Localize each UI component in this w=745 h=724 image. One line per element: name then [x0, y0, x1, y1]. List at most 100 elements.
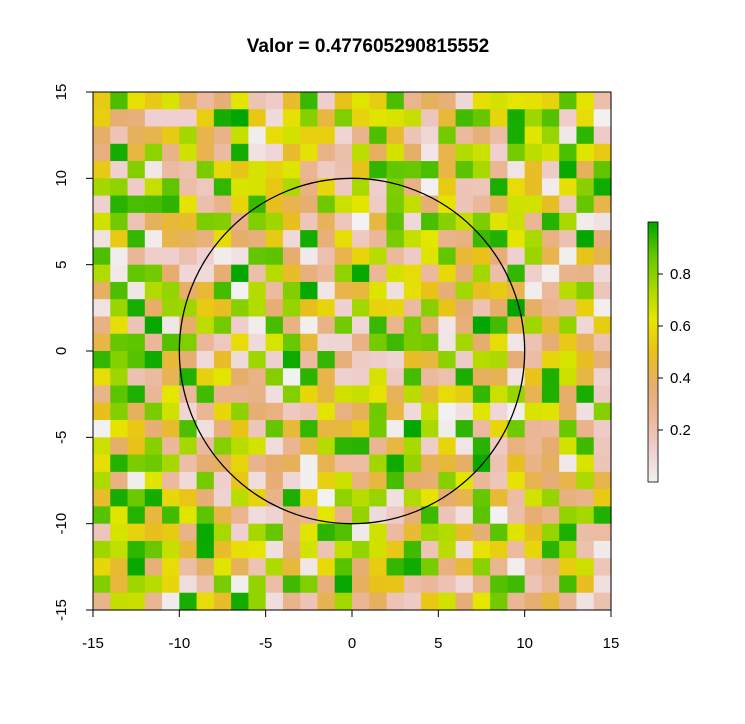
- heatmap-cell: [369, 385, 388, 404]
- heatmap-cell: [282, 523, 301, 542]
- heatmap-cell: [300, 247, 319, 266]
- heatmap-cell: [352, 506, 370, 525]
- heatmap-cell: [472, 489, 491, 507]
- heatmap-cell: [317, 385, 336, 404]
- heatmap-cell: [438, 212, 457, 231]
- heatmap-cell: [490, 281, 508, 300]
- heatmap-cell: [127, 126, 146, 145]
- heatmap-cell: [162, 575, 180, 594]
- colorbar-segment: [648, 310, 658, 314]
- heatmap-cell: [472, 212, 491, 231]
- heatmap-cell: [403, 385, 422, 404]
- heatmap-cell: [265, 558, 284, 577]
- colorbar-segment: [648, 352, 658, 356]
- heatmap-cell: [196, 195, 215, 214]
- heatmap-cell: [334, 454, 353, 473]
- colorbar-segment: [648, 289, 658, 293]
- heatmap-cell: [403, 92, 422, 110]
- heatmap-cell: [162, 178, 180, 197]
- heatmap-cell: [490, 212, 508, 231]
- heatmap-cell: [593, 402, 612, 421]
- heatmap-cell: [593, 281, 612, 300]
- heatmap-cell: [196, 454, 215, 473]
- heatmap-cell: [438, 437, 457, 456]
- heatmap-cell: [472, 592, 491, 611]
- heatmap-cell: [110, 402, 129, 421]
- heatmap-cell: [507, 471, 526, 490]
- heatmap-cell: [472, 471, 491, 490]
- heatmap-cell: [127, 592, 146, 611]
- colorbar-segment: [648, 258, 658, 262]
- heatmap-cell: [386, 437, 405, 456]
- heatmap-cell: [248, 592, 267, 611]
- heatmap-cell: [490, 178, 508, 197]
- heatmap-cell: [455, 368, 474, 387]
- heatmap-cell: [593, 592, 612, 611]
- heatmap-cell: [127, 385, 146, 404]
- heatmap-cell: [300, 506, 319, 525]
- heatmap-cell: [524, 420, 543, 438]
- heatmap-cell: [110, 178, 129, 197]
- heatmap-cell: [144, 368, 163, 387]
- heatmap-cell: [213, 506, 232, 525]
- heatmap-cell: [438, 143, 457, 162]
- heatmap-cell: [352, 109, 370, 128]
- colorbar-segment: [648, 479, 658, 483]
- heatmap-cell: [524, 402, 543, 421]
- colorbar-segment: [648, 331, 658, 335]
- colorbar-segment: [648, 333, 658, 337]
- heatmap-cell: [317, 333, 336, 352]
- heatmap-cell: [386, 471, 405, 490]
- heatmap-cell: [421, 575, 439, 594]
- colorbar-segment: [648, 422, 658, 426]
- colorbar-segment: [648, 297, 658, 301]
- heatmap-cell: [231, 281, 249, 300]
- heatmap-cell: [541, 385, 560, 404]
- colorbar-segment: [648, 445, 658, 449]
- heatmap-cell: [524, 230, 543, 248]
- heatmap-cell: [231, 195, 249, 214]
- heatmap-cell: [507, 126, 526, 145]
- heatmap-cell: [265, 368, 284, 387]
- heatmap-cell: [576, 92, 595, 110]
- x-tick-label: 5: [434, 635, 442, 652]
- colorbar-segment: [648, 224, 658, 228]
- heatmap-cell: [593, 299, 612, 318]
- heatmap-cell: [386, 385, 405, 404]
- colorbar-segment: [648, 435, 658, 439]
- heatmap-cell: [334, 299, 353, 318]
- heatmap-cell: [282, 592, 301, 611]
- heatmap-cell: [541, 351, 560, 369]
- heatmap-cell: [248, 506, 267, 525]
- heatmap-cell: [386, 592, 405, 611]
- heatmap-cell: [559, 437, 578, 456]
- colorbar-segment: [648, 385, 658, 389]
- heatmap-cell: [455, 592, 474, 611]
- heatmap-cell: [144, 178, 163, 197]
- heatmap-cell: [559, 126, 578, 145]
- colorbar-segment: [648, 469, 658, 473]
- heatmap-cell: [300, 316, 319, 335]
- heatmap-cell: [472, 523, 491, 542]
- colorbar-segment: [648, 476, 658, 480]
- heatmap-cell: [472, 299, 491, 318]
- heatmap-cell: [317, 368, 336, 387]
- heatmap-cell: [541, 454, 560, 473]
- heatmap-cell: [455, 523, 474, 542]
- heatmap-cell: [541, 523, 560, 542]
- colorbar-tick-label: 0.2: [670, 422, 691, 439]
- heatmap-cell: [144, 126, 163, 145]
- heatmap-cell: [455, 143, 474, 162]
- heatmap-cell: [265, 161, 284, 179]
- heatmap-cell: [231, 178, 249, 197]
- heatmap-cell: [231, 316, 249, 335]
- heatmap-cell: [144, 454, 163, 473]
- heatmap-cell: [265, 92, 284, 110]
- heatmap-cell: [369, 454, 388, 473]
- heatmap-cell: [455, 126, 474, 145]
- colorbar-segment: [648, 443, 658, 447]
- heatmap-cell: [438, 420, 457, 438]
- heatmap-cell: [231, 212, 249, 231]
- heatmap-cell: [110, 385, 129, 404]
- heatmap-cell: [455, 540, 474, 559]
